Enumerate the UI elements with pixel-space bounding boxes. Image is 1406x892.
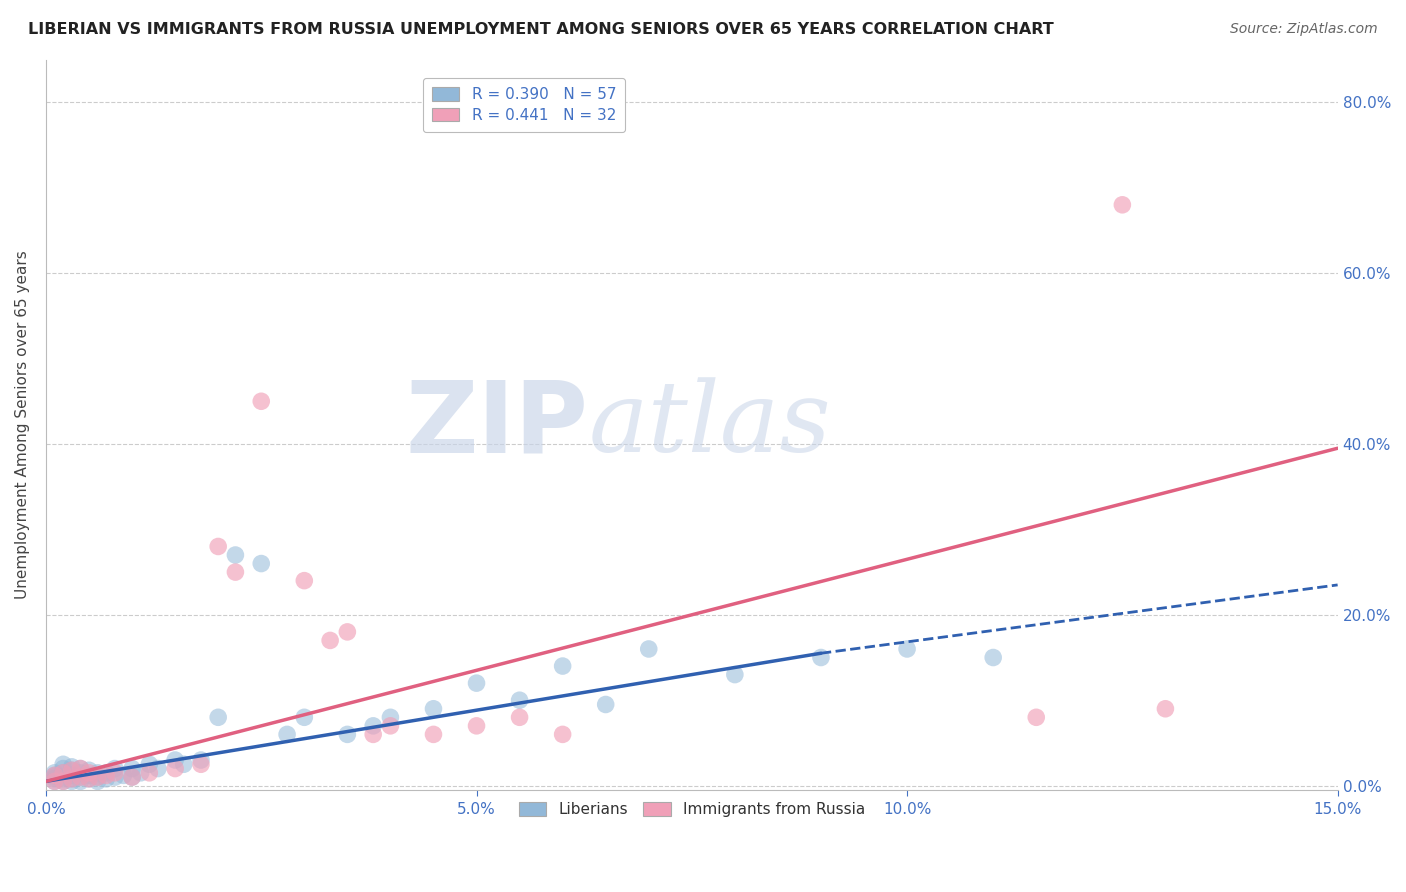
- Point: [138, 757, 160, 772]
- Point: [44, 774, 66, 789]
- Point: [146, 762, 169, 776]
- Point: [52, 765, 75, 780]
- Point: [77, 772, 100, 786]
- Point: [77, 765, 100, 780]
- Point: [77, 772, 100, 786]
- Point: [60, 768, 83, 782]
- Point: [637, 642, 659, 657]
- Point: [292, 574, 315, 588]
- Point: [60, 764, 83, 778]
- Point: [44, 772, 66, 786]
- Point: [292, 710, 315, 724]
- Point: [77, 764, 100, 778]
- Point: [361, 719, 384, 733]
- Point: [60, 774, 83, 789]
- Point: [981, 650, 1004, 665]
- Point: [44, 768, 66, 782]
- Point: [69, 774, 91, 789]
- Text: Source: ZipAtlas.com: Source: ZipAtlas.com: [1230, 22, 1378, 37]
- Point: [121, 770, 143, 784]
- Point: [52, 772, 75, 786]
- Point: [52, 774, 75, 789]
- Point: [190, 753, 212, 767]
- Point: [60, 760, 83, 774]
- Text: LIBERIAN VS IMMIGRANTS FROM RUSSIA UNEMPLOYMENT AMONG SENIORS OVER 65 YEARS CORR: LIBERIAN VS IMMIGRANTS FROM RUSSIA UNEMP…: [28, 22, 1054, 37]
- Point: [52, 757, 75, 772]
- Point: [52, 774, 75, 789]
- Point: [224, 548, 246, 562]
- Point: [86, 770, 108, 784]
- Point: [44, 768, 66, 782]
- Point: [380, 719, 402, 733]
- Point: [60, 772, 83, 786]
- Point: [96, 772, 118, 786]
- Point: [336, 624, 359, 639]
- Point: [422, 727, 444, 741]
- Point: [69, 762, 91, 776]
- Point: [810, 650, 832, 665]
- Point: [319, 633, 342, 648]
- Point: [361, 727, 384, 741]
- Point: [129, 765, 152, 780]
- Point: [509, 710, 531, 724]
- Point: [224, 565, 246, 579]
- Point: [250, 394, 273, 409]
- Point: [77, 768, 100, 782]
- Point: [44, 770, 66, 784]
- Legend: Liberians, Immigrants from Russia: Liberians, Immigrants from Russia: [509, 793, 875, 826]
- Point: [112, 768, 135, 782]
- Point: [121, 762, 143, 776]
- Point: [86, 770, 108, 784]
- Point: [551, 727, 574, 741]
- Point: [104, 770, 127, 784]
- Y-axis label: Unemployment Among Seniors over 65 years: Unemployment Among Seniors over 65 years: [15, 251, 30, 599]
- Point: [465, 719, 488, 733]
- Point: [1111, 198, 1133, 212]
- Point: [60, 772, 83, 786]
- Point: [1025, 710, 1047, 724]
- Point: [422, 702, 444, 716]
- Point: [86, 765, 108, 780]
- Point: [173, 757, 195, 772]
- Point: [86, 774, 108, 789]
- Point: [69, 770, 91, 784]
- Point: [551, 659, 574, 673]
- Point: [896, 642, 918, 657]
- Point: [104, 762, 127, 776]
- Point: [69, 765, 91, 780]
- Point: [96, 768, 118, 782]
- Point: [138, 765, 160, 780]
- Point: [207, 540, 229, 554]
- Point: [52, 762, 75, 776]
- Point: [276, 727, 298, 741]
- Point: [69, 770, 91, 784]
- Point: [52, 770, 75, 784]
- Point: [465, 676, 488, 690]
- Text: atlas: atlas: [589, 377, 831, 473]
- Point: [44, 765, 66, 780]
- Point: [104, 765, 127, 780]
- Point: [380, 710, 402, 724]
- Point: [595, 698, 617, 712]
- Point: [336, 727, 359, 741]
- Point: [165, 753, 187, 767]
- Point: [121, 770, 143, 784]
- Point: [60, 764, 83, 778]
- Point: [96, 765, 118, 780]
- Point: [165, 762, 187, 776]
- Point: [190, 757, 212, 772]
- Point: [1154, 702, 1177, 716]
- Point: [69, 762, 91, 776]
- Point: [207, 710, 229, 724]
- Point: [44, 774, 66, 789]
- Point: [250, 557, 273, 571]
- Point: [724, 667, 747, 681]
- Point: [52, 765, 75, 780]
- Text: ZIP: ZIP: [405, 376, 589, 474]
- Point: [509, 693, 531, 707]
